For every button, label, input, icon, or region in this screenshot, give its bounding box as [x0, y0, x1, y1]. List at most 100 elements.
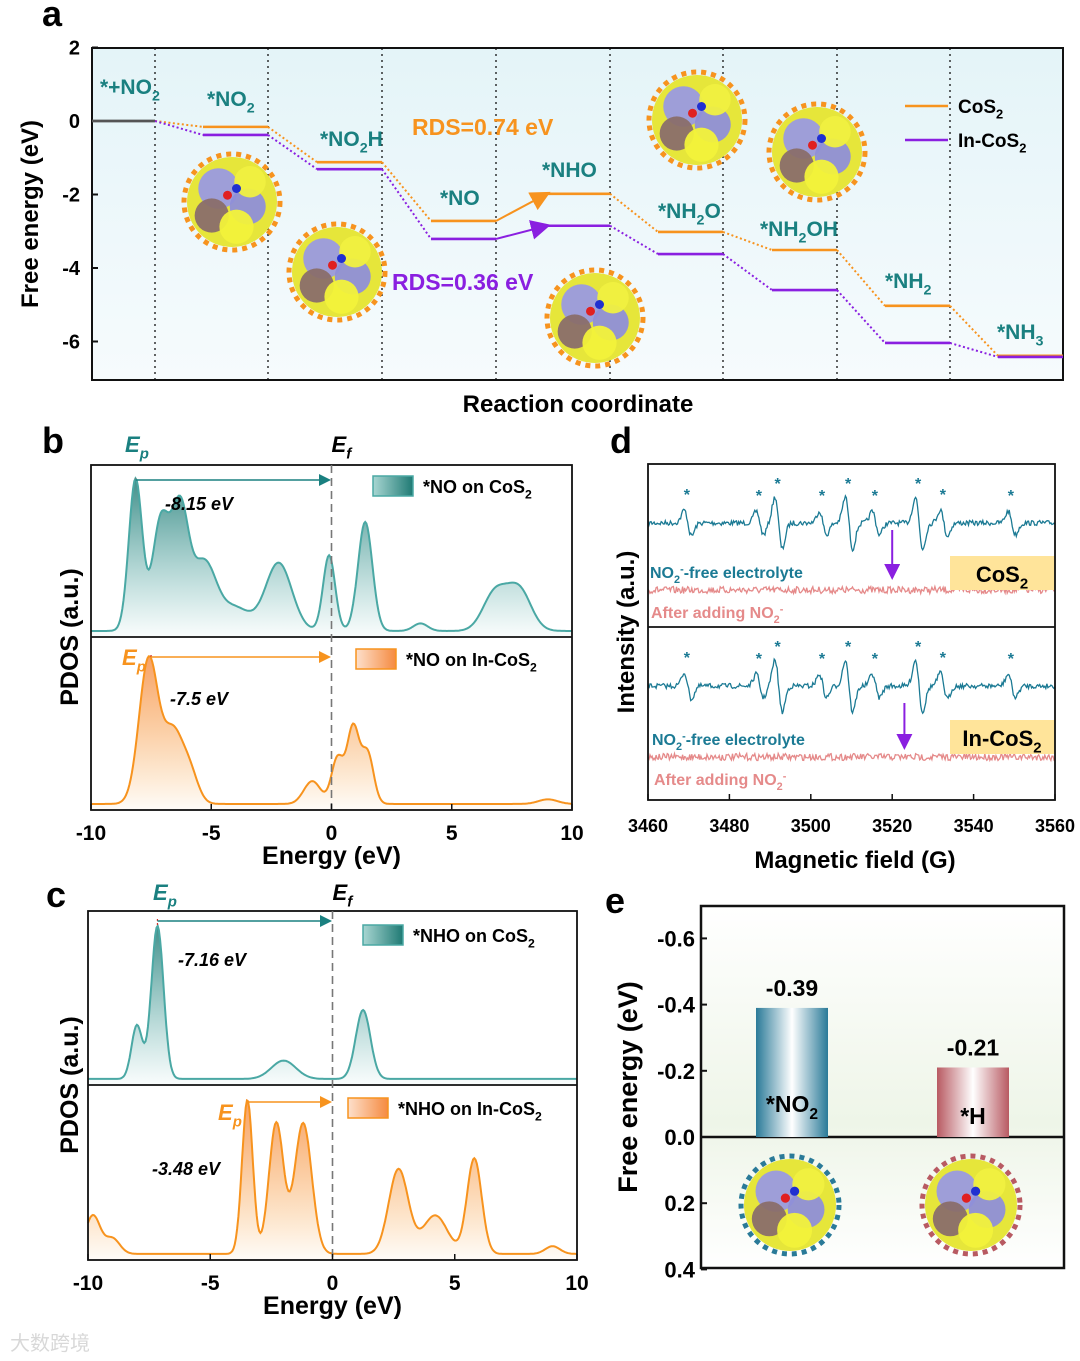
- panel-letter-d: d: [610, 420, 632, 461]
- panel-letter-c: c: [46, 874, 66, 915]
- epr-peak-marker: *: [756, 488, 763, 505]
- connector: [609, 192, 659, 233]
- catalyst-badge: [950, 556, 1055, 590]
- rds-annotation-in-cos2: RDS=0.36 eV: [392, 269, 534, 295]
- bar-no2: [756, 1007, 828, 1137]
- step-label: *NO2: [207, 88, 255, 116]
- connector: [267, 134, 318, 170]
- x-tick-label: 3460: [628, 816, 668, 836]
- y-tick-label: -0.4: [657, 993, 696, 1018]
- y-axis-label: PDOS (a.u.): [56, 1016, 84, 1154]
- x-tick-label: -5: [201, 1272, 220, 1295]
- y-tick-label: -0.6: [657, 926, 695, 951]
- ef-label: Ef: [332, 432, 354, 463]
- epr-peak-marker: *: [1008, 488, 1015, 505]
- x-tick-label: 0: [327, 1272, 339, 1295]
- x-tick-label: 3560: [1035, 816, 1075, 836]
- ep-label: Ep: [218, 1100, 242, 1131]
- panel-d-frame: [647, 463, 1056, 801]
- x-tick-label: 10: [565, 1272, 588, 1295]
- pdos-curve: [88, 923, 577, 1080]
- y-axis-label: Free energy (eV): [17, 120, 44, 308]
- y-tick-label: 0.0: [664, 1125, 695, 1150]
- step-label: *+NO2: [100, 76, 160, 104]
- label-no2-free: NO2--free electrolyte: [652, 730, 805, 752]
- epr-peak-marker: *: [872, 651, 879, 668]
- connector: [949, 342, 999, 358]
- epr-peak-marker: *: [819, 651, 826, 668]
- epr-peak-marker: *: [940, 650, 947, 667]
- epr-peak-marker: *: [915, 476, 922, 493]
- epr-peak-marker: *: [872, 488, 879, 505]
- y-tick-label: -4: [62, 258, 81, 280]
- y-tick-label: -2: [62, 185, 80, 207]
- molecule-no2: [738, 1153, 842, 1257]
- y-tick-label: 0.2: [664, 1191, 695, 1216]
- ep-label: Ep: [125, 432, 149, 463]
- y-tick-label: -0.2: [657, 1059, 695, 1084]
- molecule-nh2oh: [766, 101, 868, 203]
- y-tick-label: 0.4: [664, 1257, 695, 1282]
- epr-peak-marker: *: [756, 651, 763, 668]
- x-tick-label: 5: [449, 1272, 461, 1295]
- ef-label: Ef: [333, 880, 355, 911]
- step-label: *NH3: [997, 321, 1044, 349]
- epr-peak-marker: *: [775, 476, 782, 493]
- pdos-curve: [91, 655, 573, 805]
- x-tick-label: 3540: [954, 816, 994, 836]
- legend-label: In-CoS2: [958, 131, 1026, 156]
- epr-peak-marker: *: [915, 639, 922, 656]
- bar-h: [937, 1067, 1009, 1137]
- legend-swatch: [347, 1097, 389, 1119]
- epr-trace-after-no2: [647, 584, 1056, 596]
- connector: [609, 224, 659, 255]
- x-axis-label: Energy (eV): [263, 1292, 402, 1320]
- step-label: *NH2O: [658, 200, 721, 228]
- connector: [381, 168, 432, 240]
- legend-label: *NHO on CoS2: [413, 926, 535, 950]
- pdos-area: [88, 925, 577, 1085]
- ep-value-label: -8.15 eV: [165, 494, 235, 514]
- y-tick-label: 0: [69, 111, 80, 133]
- legend-label: *NO on In-CoS2: [406, 650, 537, 674]
- ep-value-label: -3.48 eV: [152, 1159, 222, 1179]
- y-axis-label: Free energy (eV): [613, 981, 643, 1193]
- connector: [722, 253, 773, 291]
- step-label: *NO: [440, 187, 480, 210]
- x-tick-label: 0: [326, 822, 338, 845]
- ep-label: Ep: [153, 880, 177, 911]
- legend-label: *NHO on In-CoS2: [398, 1099, 542, 1123]
- panel-letter-a: a: [42, 0, 63, 34]
- epr-peak-marker: *: [845, 639, 852, 656]
- epr-trace-after-no2: [647, 751, 1056, 763]
- step-label: *NH2OH: [760, 218, 838, 246]
- panel-letter-e: e: [605, 880, 625, 921]
- epr-peak-marker: *: [819, 488, 826, 505]
- epr-peak-marker: *: [775, 639, 782, 656]
- ep-value-label: -7.5 eV: [170, 689, 230, 709]
- label-no2-free: NO2--free electrolyte: [650, 563, 803, 585]
- molecule-nho: [544, 267, 646, 369]
- catalyst-badge-label: In-CoS2: [962, 726, 1041, 757]
- x-axis-label: Magnetic field (G): [754, 847, 955, 874]
- x-tick-label: 10: [560, 822, 583, 845]
- step-label: *NHO: [542, 159, 597, 182]
- x-axis-label: Energy (eV): [262, 842, 401, 870]
- connector: [154, 120, 204, 128]
- epr-trace-no2-free: [647, 494, 1056, 553]
- panel-letter-b: b: [42, 420, 64, 461]
- connector: [381, 161, 432, 222]
- bar-value-label: -0.21: [947, 1034, 1000, 1060]
- step-label: *NH2: [885, 270, 932, 298]
- molecule-no2: [181, 151, 283, 253]
- epr-peak-marker: *: [1008, 651, 1015, 668]
- watermark: 大数跨境: [10, 1332, 90, 1355]
- label-after-adding: After adding NO2-: [654, 770, 787, 792]
- pdos-area: [91, 478, 572, 637]
- legend-label: CoS2: [958, 97, 1003, 122]
- catalyst-badge: [950, 720, 1055, 754]
- bar-category-label: *NO2: [766, 1091, 818, 1123]
- molecule-h: [919, 1153, 1023, 1257]
- x-tick-label: -10: [76, 822, 106, 845]
